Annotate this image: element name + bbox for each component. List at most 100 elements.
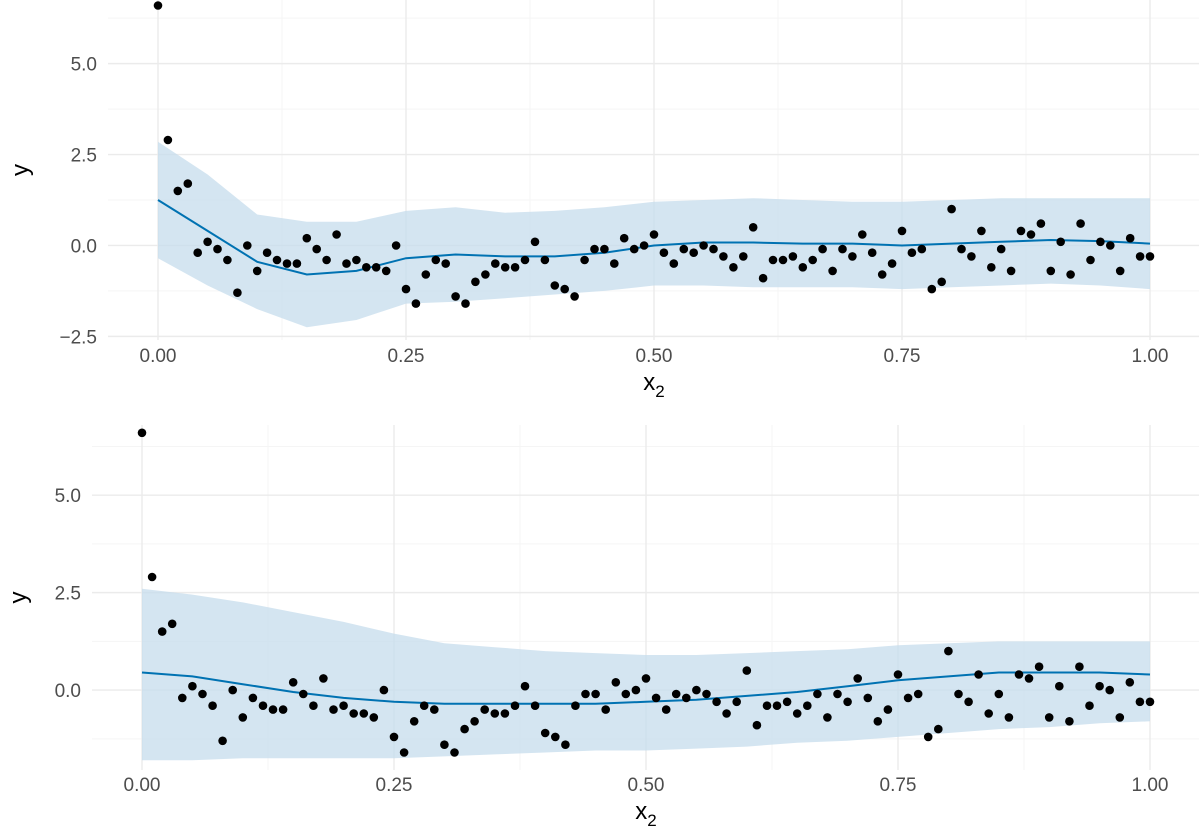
data-point — [188, 681, 197, 691]
x-tick-label: 0.75 — [884, 346, 921, 367]
data-point — [994, 689, 1004, 699]
data-point — [490, 709, 500, 718]
data-point — [530, 237, 540, 247]
data-point — [739, 252, 748, 261]
data-point — [803, 701, 812, 710]
data-point — [651, 693, 661, 703]
data-point — [974, 670, 983, 679]
data-point — [292, 259, 302, 268]
data-point — [768, 255, 778, 265]
data-point — [641, 674, 651, 683]
data-point — [758, 273, 768, 283]
data-point — [682, 693, 691, 703]
data-point — [580, 255, 589, 265]
data-point — [571, 701, 580, 710]
data-point — [934, 724, 943, 734]
data-point — [137, 428, 147, 438]
data-point — [752, 720, 762, 730]
y-axis-title: y — [5, 592, 32, 604]
data-point — [540, 728, 550, 738]
panel-2: 0.0 2.5 5.0 0.00 0.25 0.50 0.75 1.00 x2 y — [5, 425, 1199, 830]
data-point — [391, 241, 401, 250]
data-point — [329, 705, 338, 714]
data-point — [917, 244, 927, 254]
data-point — [897, 226, 907, 236]
data-point — [967, 252, 976, 261]
data-point — [828, 266, 837, 276]
data-point — [1034, 662, 1044, 671]
data-point — [1046, 266, 1056, 276]
data-point — [927, 284, 937, 294]
data-point — [379, 685, 389, 695]
y-tick-label: 2.5 — [71, 146, 97, 167]
data-point — [481, 270, 490, 279]
y-tick-label: −2.5 — [59, 327, 97, 348]
data-point — [887, 259, 897, 268]
data-point — [352, 255, 361, 265]
data-point — [1075, 662, 1084, 671]
data-point — [302, 233, 312, 243]
data-point — [1044, 713, 1054, 722]
data-point — [193, 248, 202, 257]
data-point — [762, 701, 772, 710]
data-point — [778, 255, 788, 265]
data-point — [203, 237, 212, 247]
data-point — [460, 724, 469, 734]
data-point — [381, 266, 391, 276]
data-point — [362, 263, 371, 272]
data-point — [147, 572, 157, 582]
data-point — [679, 244, 689, 254]
data-point — [262, 248, 272, 257]
data-point — [772, 701, 782, 710]
data-point — [709, 244, 718, 254]
data-point — [322, 255, 331, 265]
data-point — [1006, 266, 1016, 276]
data-point — [987, 263, 996, 272]
x-axis-title: x2 — [643, 369, 664, 401]
data-point — [1065, 717, 1074, 726]
data-point — [659, 248, 669, 257]
data-point — [823, 713, 832, 722]
data-point — [1066, 270, 1075, 279]
data-point — [1105, 685, 1114, 695]
data-point — [450, 748, 459, 757]
data-point — [600, 244, 609, 254]
data-point — [843, 697, 852, 707]
data-point — [699, 241, 708, 250]
data-point — [1145, 697, 1155, 707]
data-point — [233, 288, 242, 298]
data-point — [1055, 681, 1064, 691]
data-point — [252, 266, 262, 276]
data-point — [282, 259, 292, 268]
data-point — [551, 732, 560, 742]
data-point — [530, 701, 540, 710]
data-point — [278, 705, 288, 714]
data-point — [218, 736, 227, 746]
y-tick-label: 5.0 — [55, 486, 81, 507]
panel-1: −2.5 0.0 2.5 5.0 0.00 0.25 0.50 0.75 1.00 x2 y — [7, 0, 1199, 401]
data-point — [838, 244, 847, 254]
data-point — [1004, 713, 1014, 722]
data-point — [1125, 233, 1135, 243]
data-point — [858, 230, 867, 239]
data-point — [243, 241, 252, 250]
data-point — [907, 248, 917, 257]
data-point — [853, 674, 862, 683]
data-point — [500, 709, 510, 718]
data-point — [183, 179, 193, 188]
data-point — [167, 619, 177, 629]
data-point — [964, 697, 973, 707]
data-point — [977, 226, 986, 236]
data-point — [1145, 252, 1155, 261]
data-point — [1026, 230, 1036, 239]
data-point — [712, 697, 721, 707]
data-point — [937, 277, 946, 287]
data-point — [411, 299, 421, 308]
data-point — [671, 689, 681, 699]
data-point — [342, 259, 351, 268]
data-point — [877, 270, 887, 279]
x-tick-label: 1.00 — [1132, 346, 1169, 367]
data-point — [903, 693, 913, 703]
data-point — [561, 740, 570, 749]
data-point — [173, 186, 183, 196]
